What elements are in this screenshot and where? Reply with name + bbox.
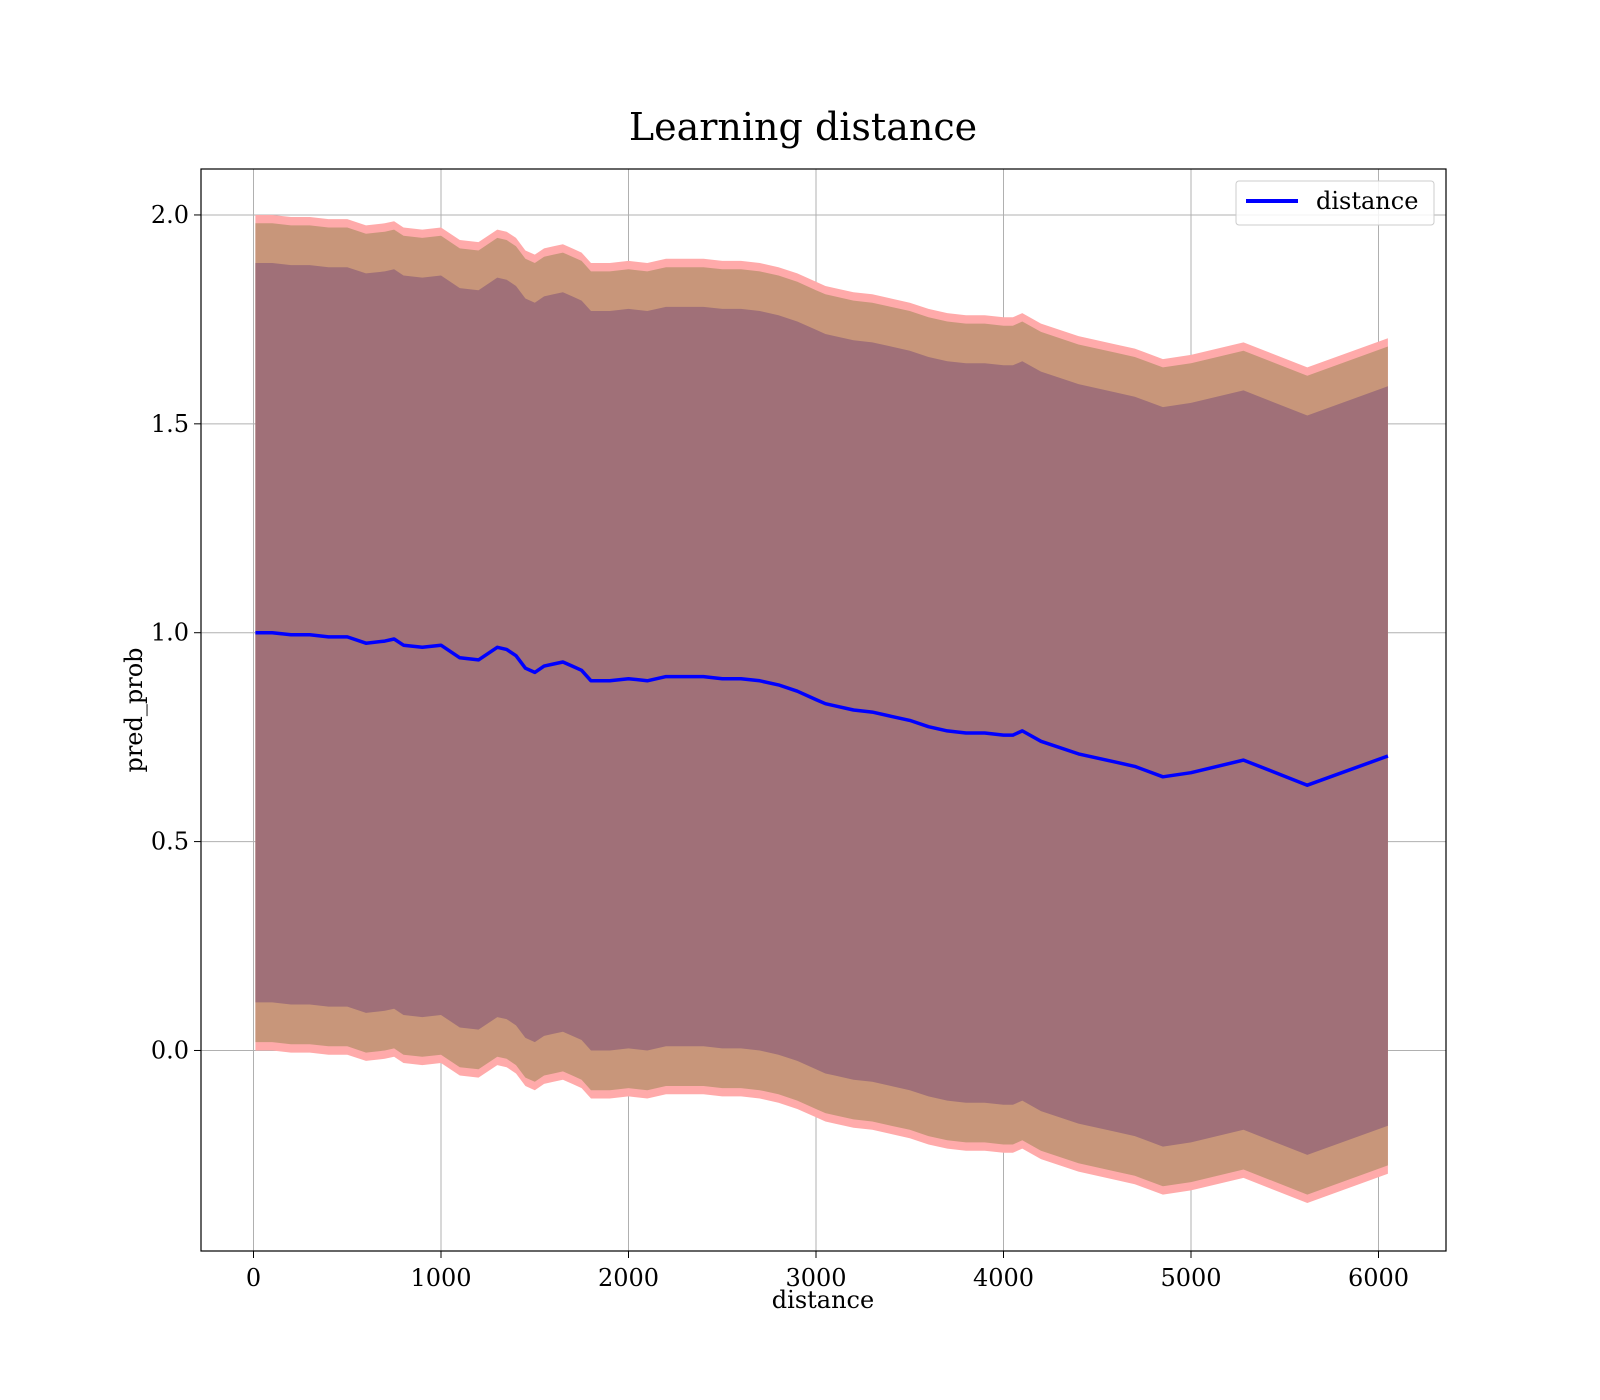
x-axis-label: distance <box>772 1286 874 1314</box>
y-tick-label-4: 2.0 <box>151 201 189 229</box>
x-tick-label-1: 1000 <box>410 1264 471 1292</box>
series-line-distance <box>255 630 1389 787</box>
legend: distance <box>1235 180 1435 226</box>
x-tick-label-4: 4000 <box>973 1264 1034 1292</box>
legend-label: distance <box>1316 187 1418 215</box>
y-tick-label-3: 1.5 <box>151 410 189 438</box>
y-tick-label-0: 0.0 <box>151 1036 189 1064</box>
legend-box <box>1235 180 1435 226</box>
y-axis-ticks: 0.0 0.5 1.0 1.5 2.0 <box>151 201 201 1064</box>
band-layer <box>255 215 1388 1203</box>
x-tick-label-5: 5000 <box>1160 1264 1221 1292</box>
x-tick-label-2: 2000 <box>598 1264 659 1292</box>
chart-title: Learning distance <box>629 105 977 149</box>
y-tick-label-2: 1.0 <box>151 619 189 647</box>
x-tick-label-6: 6000 <box>1348 1264 1409 1292</box>
x-tick-label-0: 0 <box>246 1264 261 1292</box>
x-axis-ticks: 0 1000 2000 3000 4000 5000 6000 <box>246 1251 1409 1292</box>
band-inner <box>255 263 1388 1155</box>
x-tick-label-3: 3000 <box>785 1264 846 1292</box>
y-tick-label-1: 0.5 <box>151 828 189 856</box>
y-axis-label: pred_prob <box>120 647 148 772</box>
line-layer <box>255 630 1389 787</box>
plot-area-frame <box>200 168 1447 1252</box>
